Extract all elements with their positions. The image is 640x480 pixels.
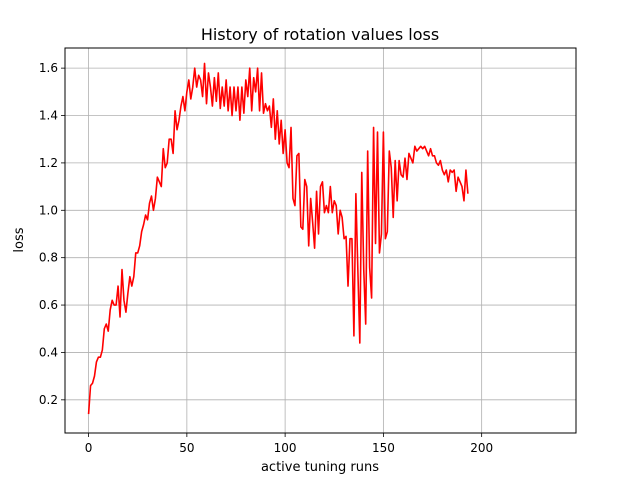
gridlines bbox=[65, 48, 576, 433]
loss-series-line bbox=[87, 62, 469, 415]
plot-frame bbox=[64, 47, 577, 434]
chart-title: History of rotation values loss bbox=[201, 25, 439, 44]
y-tick-label: 0.4 bbox=[39, 345, 58, 359]
y-axis-label: loss bbox=[12, 227, 27, 252]
x-tick-label: 0 bbox=[85, 441, 93, 455]
y-tick-label: 0.8 bbox=[39, 251, 58, 265]
y-tick-label: 1.0 bbox=[39, 203, 58, 217]
x-tick-label: 50 bbox=[179, 441, 194, 455]
y-tick-label: 0.2 bbox=[39, 393, 58, 407]
y-tick-label: 1.4 bbox=[39, 109, 58, 123]
axis-ticks: 0 50 100 150 200 0.2 0.4 0.6 0.8 1.0 1.2 1.4 1.6 bbox=[39, 61, 493, 455]
x-tick-label: 200 bbox=[470, 441, 493, 455]
x-tick-label: 150 bbox=[372, 441, 395, 455]
y-tick-label: 0.6 bbox=[39, 298, 58, 312]
series-layer bbox=[87, 62, 469, 415]
y-tick-label: 1.2 bbox=[39, 156, 58, 170]
y-tick-label: 1.6 bbox=[39, 61, 58, 75]
x-axis-label: active tuning runs bbox=[261, 460, 379, 475]
x-tick-label: 100 bbox=[274, 441, 297, 455]
